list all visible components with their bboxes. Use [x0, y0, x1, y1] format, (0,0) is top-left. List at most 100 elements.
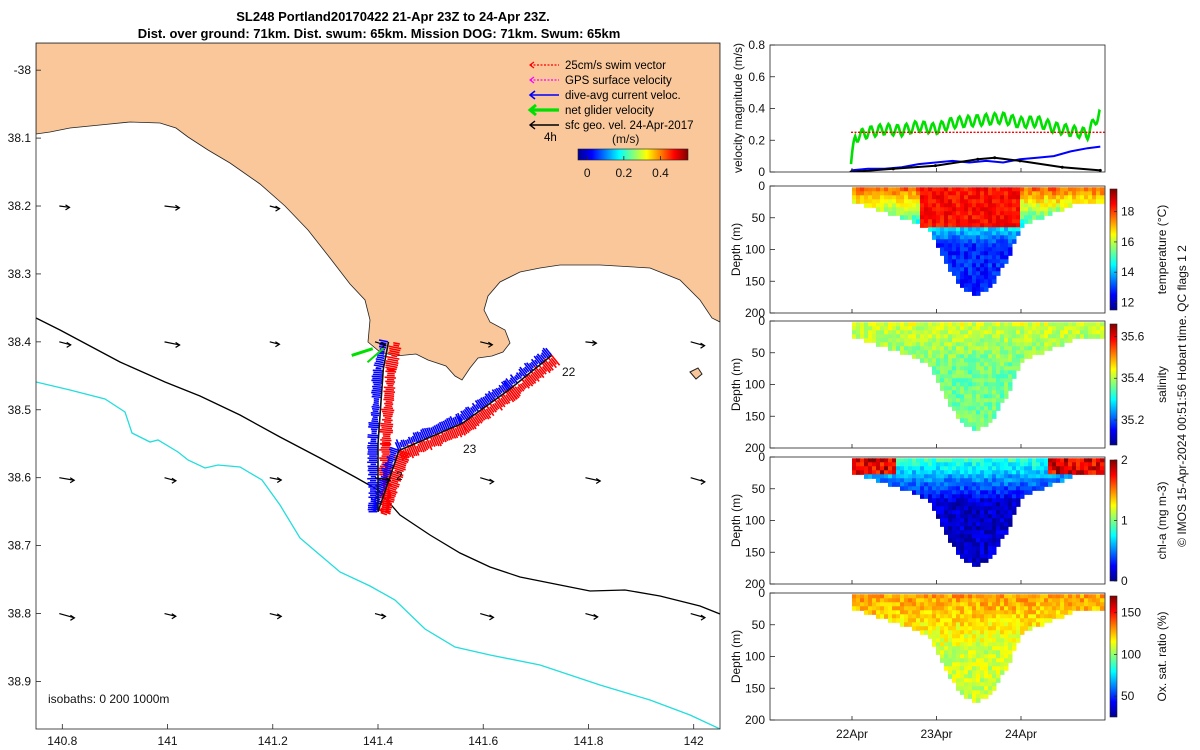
section-cell: [988, 211, 993, 216]
section-cell: [1020, 334, 1025, 339]
section-cell: [932, 606, 937, 611]
section-cell: [940, 490, 945, 495]
section-cell: [920, 490, 925, 495]
section-cell: [1036, 338, 1041, 343]
section-cell: [1008, 227, 1013, 232]
section-cell: [948, 458, 953, 463]
section-cell: [1012, 634, 1017, 639]
section-cell: [888, 610, 893, 615]
section-cell: [980, 259, 985, 264]
section-cell: [984, 259, 989, 264]
section-cell: [884, 330, 889, 335]
section-cell: [1024, 219, 1029, 224]
section-cell: [1072, 598, 1077, 603]
section-cell: [1020, 606, 1025, 611]
section-cell: [996, 486, 1001, 491]
section-cell: [940, 370, 945, 375]
section-cell: [868, 334, 873, 339]
vector-stroke: [478, 412, 486, 421]
section-cell: [960, 283, 965, 288]
section-cell: [1084, 199, 1089, 204]
section-cell: [1044, 614, 1049, 619]
vector-stroke: [489, 403, 497, 413]
section-cell: [968, 546, 973, 551]
section-cell: [1028, 211, 1033, 216]
section-cell: [1024, 342, 1029, 347]
vector-stroke: [476, 413, 484, 422]
section-cell: [1048, 207, 1053, 212]
section-cell: [976, 510, 981, 515]
section-cell: [908, 610, 913, 615]
section-cell: [928, 634, 933, 639]
section-cell: [956, 334, 961, 339]
section-cell: [1080, 330, 1085, 335]
section-cell: [1028, 466, 1033, 471]
section-cell: [956, 466, 961, 471]
section-cell: [944, 386, 949, 391]
vector-stroke: [426, 427, 432, 437]
section-cell: [1032, 462, 1037, 467]
section-cell: [992, 470, 997, 475]
section-cell: [956, 394, 961, 399]
section-cell: [876, 474, 881, 479]
section-cell: [1020, 622, 1025, 627]
section-cell: [968, 334, 973, 339]
section-cell: [940, 203, 945, 208]
section-cell: [896, 618, 901, 623]
vector-stroke: [541, 366, 548, 373]
section-cell: [936, 642, 941, 647]
section-cell: [1000, 622, 1005, 627]
section-cell: [884, 199, 889, 204]
section-cell: [984, 334, 989, 339]
section-cell: [944, 243, 949, 248]
section-cell: [1068, 199, 1073, 204]
section-cell: [1000, 610, 1005, 615]
section-cell: [1004, 610, 1009, 615]
section-cell: [1004, 227, 1009, 232]
section-ytick-label: 200: [745, 441, 765, 455]
geo-arrow-head: [171, 613, 177, 620]
section-cell: [888, 474, 893, 479]
section-cell: [908, 342, 913, 347]
section-cell: [948, 646, 953, 651]
section-cell: [872, 470, 877, 475]
section-cell: [872, 594, 877, 599]
section-cell: [1080, 466, 1085, 471]
section-cell: [904, 199, 909, 204]
section-cell: [988, 486, 993, 491]
section-cell: [948, 338, 953, 343]
section-cell: [952, 670, 957, 675]
section-cell: [956, 215, 961, 220]
legend-label-geo: sfc geo. vel. 24-Apr-2017: [565, 120, 694, 132]
section-cell: [976, 223, 981, 228]
section-cell: [992, 247, 997, 252]
section-cell: [992, 199, 997, 204]
section-cell: [908, 322, 913, 327]
section-cell: [912, 622, 917, 627]
section-cell: [1016, 634, 1021, 639]
section-cell: [996, 630, 1001, 635]
section-cell: [1012, 626, 1017, 631]
map-xtick-label: 142: [684, 734, 704, 748]
section-cell: [1004, 506, 1009, 511]
section-cell: [992, 622, 997, 627]
section-cell: [960, 330, 965, 335]
section-cell: [916, 598, 921, 603]
section-cell: [1076, 199, 1081, 204]
section-cell: [944, 518, 949, 523]
section-cell: [956, 390, 961, 395]
section-cell: [1008, 594, 1013, 599]
section-cell: [1016, 215, 1021, 220]
section-cell: [972, 243, 977, 248]
section-cell: [1004, 235, 1009, 240]
vector-stroke: [535, 355, 543, 363]
section-cell: [988, 263, 993, 268]
section-cell: [1016, 211, 1021, 216]
section-cell: [944, 370, 949, 375]
section-cell: [1020, 191, 1025, 196]
map-ytick-label: 38.5: [8, 403, 32, 417]
section-cell: [1000, 338, 1005, 343]
section-cell: [916, 207, 921, 212]
section-cell: [992, 235, 997, 240]
